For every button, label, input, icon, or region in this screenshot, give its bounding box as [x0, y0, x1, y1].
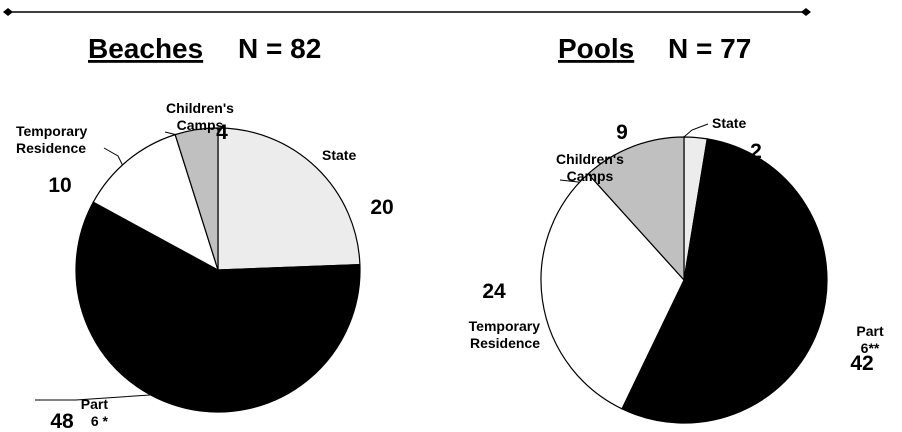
pie-slice: [92, 133, 220, 272]
value-label: 24: [482, 280, 506, 303]
slice-label: Temporary Residence: [469, 318, 541, 351]
slice-label: Temporary Residence: [16, 123, 88, 156]
pie-slice: [174, 127, 219, 271]
chart-title: Beaches: [88, 33, 203, 64]
slice-label: State: [712, 115, 746, 131]
slice-label: Part 6 *: [81, 396, 109, 429]
rule-end: [801, 8, 811, 16]
slice-label: Children's Camps: [166, 100, 234, 133]
slice-label: Children's Camps: [556, 151, 624, 184]
slice-label: Part 6**: [856, 323, 884, 356]
pie-slice: [621, 138, 828, 424]
chart-subtitle: N = 77: [668, 33, 751, 64]
chart-title: Pools: [558, 33, 634, 64]
pie-slice: [540, 173, 685, 410]
value-label: 4: [216, 121, 228, 144]
pie-slice: [587, 136, 685, 282]
pie-slice: [75, 201, 361, 413]
slice-label: State: [322, 147, 356, 163]
value-label: 10: [48, 174, 71, 197]
chart-subtitle: N = 82: [238, 33, 321, 64]
value-label: 42: [850, 352, 873, 375]
value-label: 2: [750, 140, 762, 163]
value-label: 48: [50, 410, 74, 432]
value-label: 20: [370, 196, 393, 219]
rule-end: [3, 8, 13, 16]
pie-slice: [217, 127, 361, 271]
value-label: 9: [616, 121, 628, 144]
